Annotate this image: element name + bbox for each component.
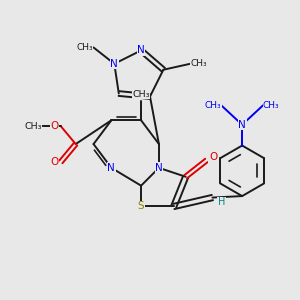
Text: N: N bbox=[238, 120, 246, 130]
Text: S: S bbox=[138, 202, 144, 212]
Text: CH₃: CH₃ bbox=[263, 101, 280, 110]
Text: N: N bbox=[155, 163, 163, 173]
Text: H: H bbox=[218, 197, 225, 207]
Text: N: N bbox=[107, 163, 115, 173]
Text: CH₃: CH₃ bbox=[205, 101, 221, 110]
Text: O: O bbox=[50, 157, 58, 167]
Text: N: N bbox=[137, 45, 145, 56]
Text: CH₃: CH₃ bbox=[191, 59, 207, 68]
Text: CH₃: CH₃ bbox=[76, 43, 93, 52]
Text: CH₃: CH₃ bbox=[132, 90, 150, 99]
Text: O: O bbox=[209, 152, 217, 162]
Text: CH₃: CH₃ bbox=[24, 122, 42, 131]
Text: O: O bbox=[50, 121, 58, 131]
Text: N: N bbox=[110, 59, 118, 69]
